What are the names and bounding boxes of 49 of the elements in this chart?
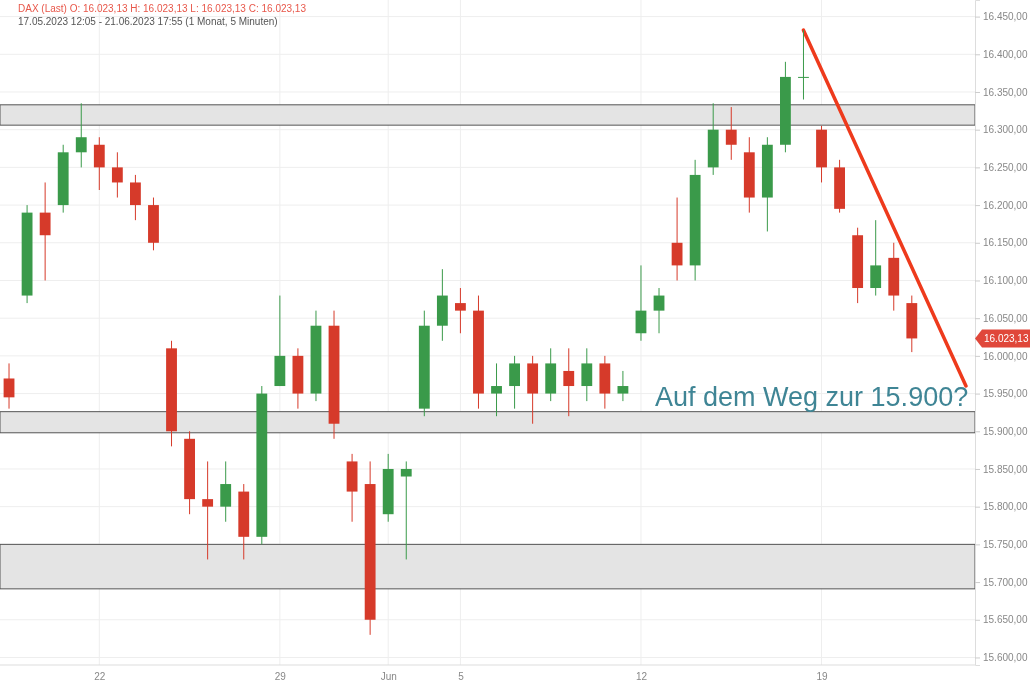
candlestick: [725, 106, 737, 161]
x-tick-label: Jun: [380, 671, 397, 682]
y-tick-label: 15.750,00: [983, 539, 1028, 551]
text: 16.023,13: [984, 333, 1029, 345]
y-tick-label: 16.450,00: [983, 11, 1028, 23]
y-tick-label: 15.900,00: [983, 425, 1028, 437]
y-tick-label: 16.050,00: [983, 312, 1028, 324]
candlestick: [635, 264, 647, 342]
x-tick-label: 29: [274, 671, 287, 682]
candlestick: [455, 287, 466, 334]
y-tick-label: 16.400,00: [983, 48, 1028, 60]
candlestick: [130, 174, 141, 221]
candlestick: [202, 460, 214, 560]
y-tick-label: 16.000,00: [983, 350, 1028, 362]
text: 17.05.2023 12:05 - 21.06.2023 17:55 (1 Monat, 5 Minuten): [18, 16, 278, 27]
y-tick-label: 15.650,00: [983, 614, 1028, 626]
y-tick-label: 16.150,00: [983, 237, 1028, 249]
candlestick: [75, 102, 87, 168]
candlestick: [111, 151, 123, 199]
candlestick: [581, 347, 593, 402]
y-tick-label: 15.800,00: [983, 501, 1028, 513]
candlestick: [870, 219, 882, 297]
candlestick: [671, 197, 683, 281]
y-tick-label: 15.850,00: [983, 463, 1028, 475]
candlestick: [798, 29, 809, 101]
x-tick-label: 5: [458, 671, 465, 682]
x-tick-label: 19: [816, 671, 829, 682]
candlestick: [617, 370, 629, 402]
x-tick-label: 22: [94, 671, 106, 682]
candlestick: [39, 181, 51, 281]
candlestick: [400, 460, 412, 560]
candlestick: [491, 362, 502, 417]
candlestick: [220, 460, 232, 523]
y-tick-label: 16.300,00: [983, 124, 1028, 136]
candlestick: [509, 355, 520, 410]
annotation: Auf dem Weg zur 15.900?: [655, 382, 969, 412]
candlestick: [653, 287, 665, 334]
chart-title: DAX (Last) O: 16.023,13 H: 16.023,13 L: 16.023,13 C: 16.023,13: [18, 3, 307, 14]
candlestick: [3, 362, 15, 410]
candlestick: [93, 136, 105, 191]
y-tick-label: 16.100,00: [983, 275, 1028, 287]
x-tick-label: 12: [635, 671, 648, 682]
y-tick-label: 16.200,00: [983, 199, 1028, 211]
candlestick: [563, 347, 575, 417]
y-tick-label: 16.250,00: [983, 162, 1028, 174]
y-tick-label: 16.350,00: [983, 86, 1028, 98]
y-tick-label: 15.950,00: [983, 388, 1028, 400]
y-tick-label: 15.600,00: [983, 652, 1028, 664]
y-tick-label: 15.700,00: [983, 576, 1028, 588]
